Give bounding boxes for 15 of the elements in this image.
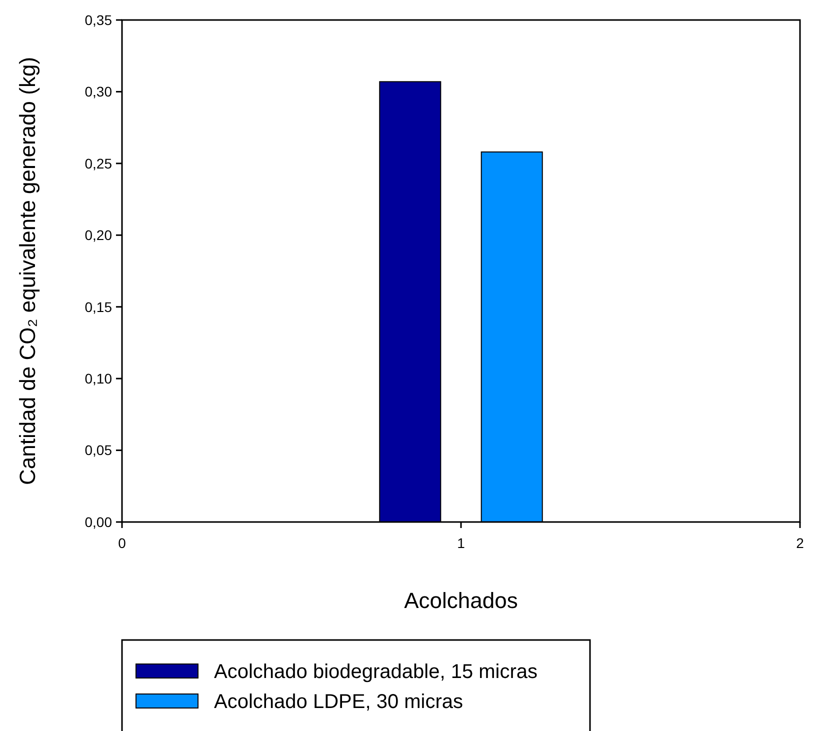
y-tick-label: 0,10 [84,370,112,386]
y-tick-label: 0,20 [84,227,112,244]
x-axis-title: Acolchados [404,588,518,613]
y-tick-label: 0,15 [84,298,112,315]
x-tick-label: 0 [118,535,126,551]
y-tick-label: 0,35 [84,12,112,28]
legend-label: Acolchado biodegradable, 15 micras [214,661,538,683]
y-axis-title: Cantidad de CO₂ equivalente generado (kg) [15,56,40,486]
legend-label: Acolchado LDPE, 30 micras [214,691,464,713]
x-tick-label: 2 [796,535,804,551]
y-tick-label: 0,00 [84,514,112,530]
y-tick-label: 0,30 [84,84,112,100]
x-tick-label: 1 [457,535,466,551]
y-tick-label: 0,25 [84,155,112,172]
y-tick-label: 0,05 [84,442,112,458]
